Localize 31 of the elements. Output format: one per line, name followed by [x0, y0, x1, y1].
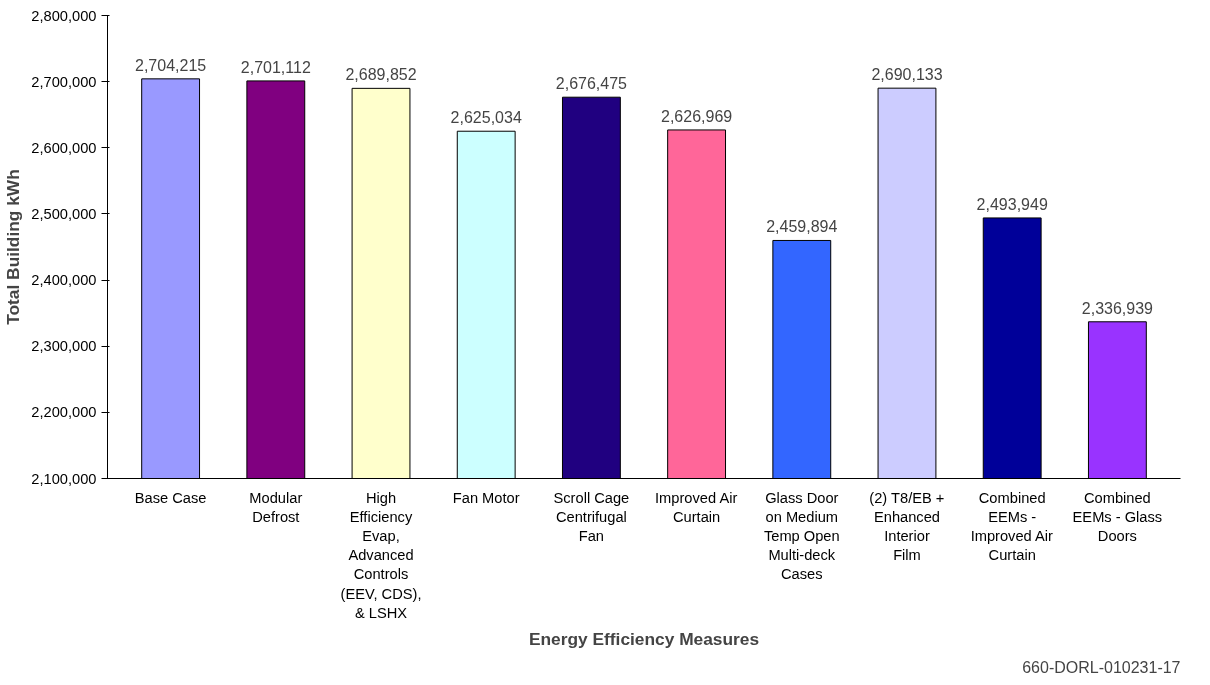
x-tick-label: Combined EEMs - Glass Doors: [1072, 489, 1163, 544]
data-label: 2,701,112: [240, 58, 311, 76]
y-tick-label: 2,600,000: [31, 139, 97, 156]
y-tick-label: 2,500,000: [31, 205, 97, 222]
data-label: 2,676,475: [555, 75, 628, 93]
x-tick-label: Improved Air Curtain: [655, 489, 738, 525]
y-tick-label: 2,200,000: [31, 404, 97, 421]
data-label: 2,459,894: [766, 218, 838, 236]
data-label: 2,626,969: [661, 107, 733, 125]
y-tick-label: 2,400,000: [31, 272, 97, 289]
y-tick-label: 2,300,000: [31, 338, 97, 355]
x-tick-label: Scroll Cage Centrifugal Fan: [553, 489, 630, 544]
y-tick-label: 2,800,000: [31, 7, 97, 24]
y-tick-label: 2,100,000: [31, 470, 97, 487]
data-label: 2,689,852: [345, 66, 417, 84]
text: 660-DORL-010231-17: [1022, 658, 1181, 676]
x-tick-label: Fan Motor: [452, 489, 520, 506]
data-label: 2,493,949: [976, 195, 1048, 213]
data-label: 2,690,133: [871, 66, 943, 84]
x-tick-label: Base Case: [134, 489, 207, 506]
data-label: 2,704,215: [135, 56, 207, 74]
x-tick-label: Glass Door on Medium Temp Open Multi-deck Cases: [763, 489, 840, 583]
y-axis-title: Total Building kWh: [3, 169, 24, 325]
x-tick-label: High Efficiency Evap, Advanced Controls (EEV, CDS), & LSHX: [340, 489, 422, 621]
data-label: 2,336,939: [1081, 299, 1154, 317]
x-tick-label: Combined EEMs - Improved Air Curtain: [970, 489, 1054, 564]
data-label: 2,625,034: [450, 109, 522, 127]
x-axis-title: Energy Efficiency Measures: [528, 628, 760, 649]
x-tick-label: (2) T8/EB + Enhanced Interior Film: [869, 489, 945, 564]
y-tick-label: 2,700,000: [31, 73, 97, 90]
x-tick-label: Modular Defrost: [249, 489, 303, 525]
